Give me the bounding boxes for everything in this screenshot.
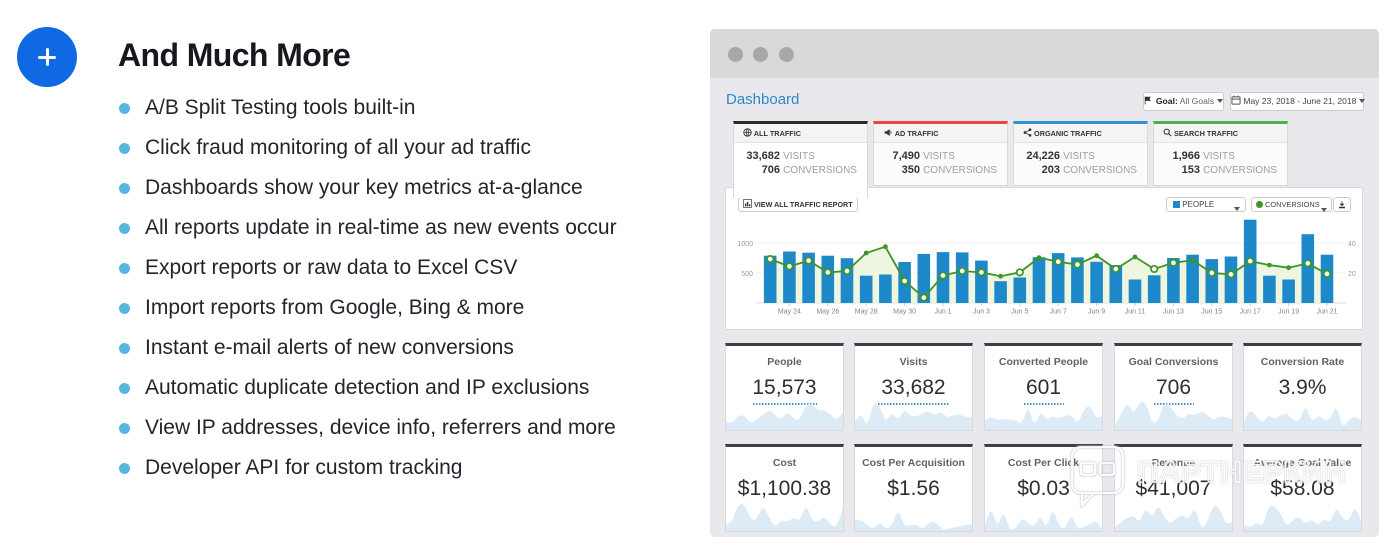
svg-text:Jun 21: Jun 21 (1316, 309, 1337, 316)
svg-text:Jun 13: Jun 13 (1163, 309, 1184, 316)
svg-text:Jun 3: Jun 3 (973, 309, 990, 316)
svg-text:May 24: May 24 (778, 309, 801, 316)
svg-text:Jun 17: Jun 17 (1240, 309, 1261, 316)
svg-text:Jun 19: Jun 19 (1278, 309, 1299, 316)
svg-text:May 26: May 26 (816, 309, 839, 316)
svg-text:Jun 9: Jun 9 (1088, 309, 1105, 316)
svg-text:500: 500 (741, 271, 753, 278)
svg-text:40: 40 (1348, 241, 1356, 248)
svg-text:20: 20 (1348, 271, 1356, 278)
svg-text:Jun 1: Jun 1 (934, 309, 951, 316)
svg-text:1000: 1000 (737, 241, 753, 248)
svg-text:Jun 7: Jun 7 (1050, 309, 1067, 316)
svg-text:Jun 15: Jun 15 (1201, 309, 1222, 316)
svg-text:Jun 11: Jun 11 (1125, 309, 1146, 316)
svg-text:May 30: May 30 (893, 309, 916, 316)
svg-text:Jun 5: Jun 5 (1011, 309, 1028, 316)
svg-text:May 28: May 28 (855, 309, 878, 316)
